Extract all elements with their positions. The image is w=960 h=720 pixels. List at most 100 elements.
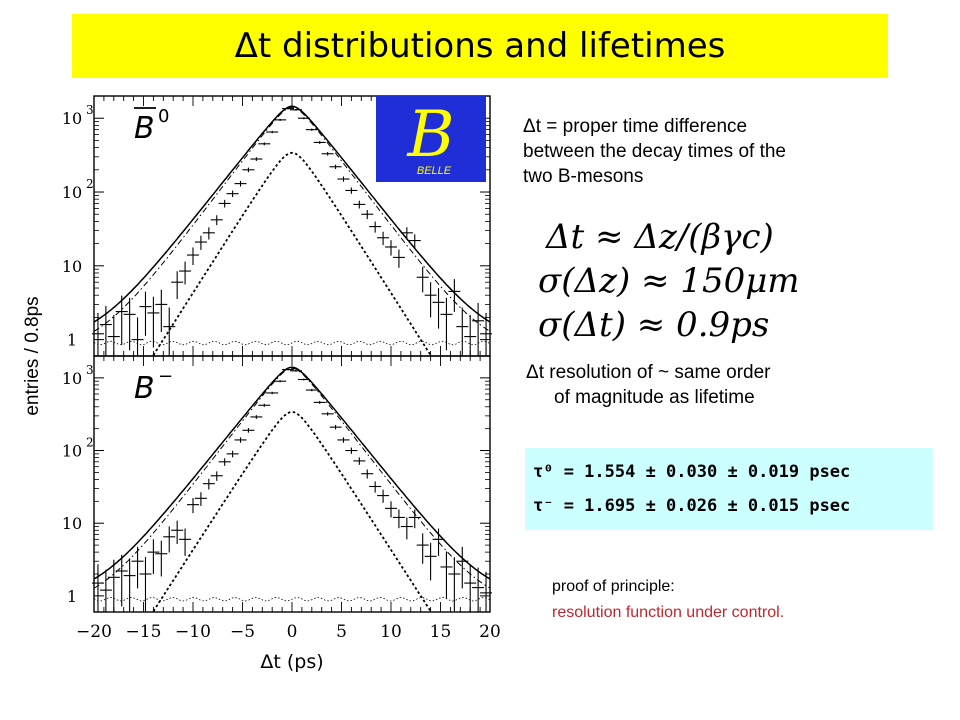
data-point — [91, 564, 104, 612]
y-tick-label: 10 — [62, 109, 82, 128]
data-point — [432, 288, 445, 329]
data-point — [456, 307, 469, 356]
panel-label-superscript: − — [158, 366, 173, 387]
data-point — [171, 271, 184, 300]
definition-line-2: between the decay times of the — [523, 141, 786, 162]
data-point — [131, 546, 144, 589]
definition-line-3: two B-mesons — [523, 166, 644, 187]
data-point — [218, 458, 231, 466]
x-tick-label: −20 — [76, 622, 112, 642]
data-point — [187, 497, 199, 514]
data-point — [353, 457, 366, 465]
data-point — [321, 412, 334, 416]
y-tick-exponent: 3 — [86, 103, 94, 117]
background-component — [93, 597, 491, 602]
tau-charged-result: τ⁻ = 1.695 ± 0.026 ± 0.015 psec — [533, 496, 851, 516]
y-tick-label: 1 — [67, 587, 77, 606]
data-point — [337, 437, 350, 443]
data-point — [226, 450, 239, 458]
data-point — [369, 481, 382, 493]
data-point — [139, 557, 152, 612]
data-point — [147, 296, 160, 348]
data-point — [226, 190, 239, 198]
data-point — [282, 107, 295, 110]
y-tick-label: 10 — [62, 369, 82, 388]
data-point — [147, 539, 160, 575]
data-point — [313, 140, 326, 144]
data-point — [242, 167, 255, 173]
belle-logo: B BELLE — [376, 96, 486, 182]
data-point — [408, 234, 421, 249]
definition-line-1: Δt = proper time difference — [523, 116, 748, 137]
data-point — [194, 235, 207, 250]
data-point — [329, 425, 342, 430]
data-point — [289, 108, 302, 111]
data-point — [123, 297, 136, 351]
alternative-fit-curve — [93, 367, 491, 589]
data-point — [250, 415, 263, 419]
belle-logo-word: BELLE — [417, 165, 452, 177]
data-point — [99, 569, 112, 612]
data-point — [440, 297, 453, 351]
data-point — [345, 187, 358, 194]
data-point — [337, 176, 350, 182]
data-point — [464, 315, 477, 356]
alternative-fit-curve — [93, 106, 491, 332]
total-fit-curve — [93, 105, 491, 323]
y-tick-label: 10 — [62, 183, 82, 202]
data-point — [99, 305, 112, 356]
data-point — [464, 564, 477, 612]
data-point — [282, 368, 295, 371]
total-fit-curve — [93, 366, 491, 580]
formula-sigma-z: σ(Δz) ≈ 150μm — [538, 261, 800, 301]
data-point — [258, 142, 271, 146]
data-point — [131, 317, 144, 356]
panel-label-superscript: 0 — [158, 106, 169, 127]
data-point — [416, 533, 429, 564]
data-point — [480, 571, 493, 612]
belle-logo-letter: B — [406, 98, 454, 172]
data-point — [424, 542, 437, 581]
resolution-note-line-1: Δt resolution of ~ same order — [526, 362, 771, 383]
data-point — [369, 221, 382, 233]
data-point — [361, 209, 374, 220]
data-point — [385, 501, 397, 518]
proof-of-principle: proof of principle: resolution function … — [552, 574, 784, 626]
data-point — [297, 117, 310, 120]
data-point — [321, 152, 334, 156]
y-tick-label: 10 — [62, 442, 82, 461]
data-point — [432, 528, 445, 556]
y-tick-label: 10 — [62, 514, 82, 533]
data-point — [115, 295, 128, 345]
x-tick-label: 0 — [287, 622, 298, 642]
y-tick-label: 1 — [67, 331, 77, 350]
x-tick-label: 5 — [336, 622, 347, 642]
signal-component-curve — [152, 151, 432, 356]
data-point — [448, 557, 461, 612]
formula-sigma-t: σ(Δt) ≈ 0.9ps — [538, 305, 769, 345]
page-title: Δt distributions and lifetimes — [234, 26, 726, 66]
data-point — [210, 471, 223, 481]
tau-neutral-result: τ⁰ = 1.554 ± 0.030 ± 0.019 psec — [533, 462, 851, 482]
data-point — [353, 200, 366, 209]
data-point — [163, 526, 176, 553]
data-point — [400, 227, 413, 240]
y-tick-exponent: 3 — [86, 363, 94, 377]
data-point — [163, 307, 176, 356]
data-point — [258, 403, 271, 407]
x-tick-label: −5 — [230, 622, 255, 642]
data-point — [202, 227, 215, 240]
proof-line-2: resolution function under control. — [552, 604, 785, 621]
data-point — [440, 551, 453, 599]
data-point — [385, 240, 397, 256]
lifetime-results-box: τ⁰ = 1.554 ± 0.030 ± 0.019 psec τ⁻ = 1.6… — [525, 448, 933, 530]
data-point — [139, 291, 152, 336]
data-point — [115, 554, 128, 607]
data-point — [274, 380, 287, 383]
resolution-note: Δt resolution of ~ same order of magnitu… — [526, 360, 906, 410]
data-point — [345, 447, 358, 454]
resolution-note-line-2: of magnitude as lifetime — [554, 387, 755, 408]
data-point — [242, 428, 255, 433]
resolution-formulas: Δt ≈ Δz/(βγc) σ(Δz) ≈ 150μm σ(Δt) ≈ 0.9p… — [538, 217, 800, 345]
